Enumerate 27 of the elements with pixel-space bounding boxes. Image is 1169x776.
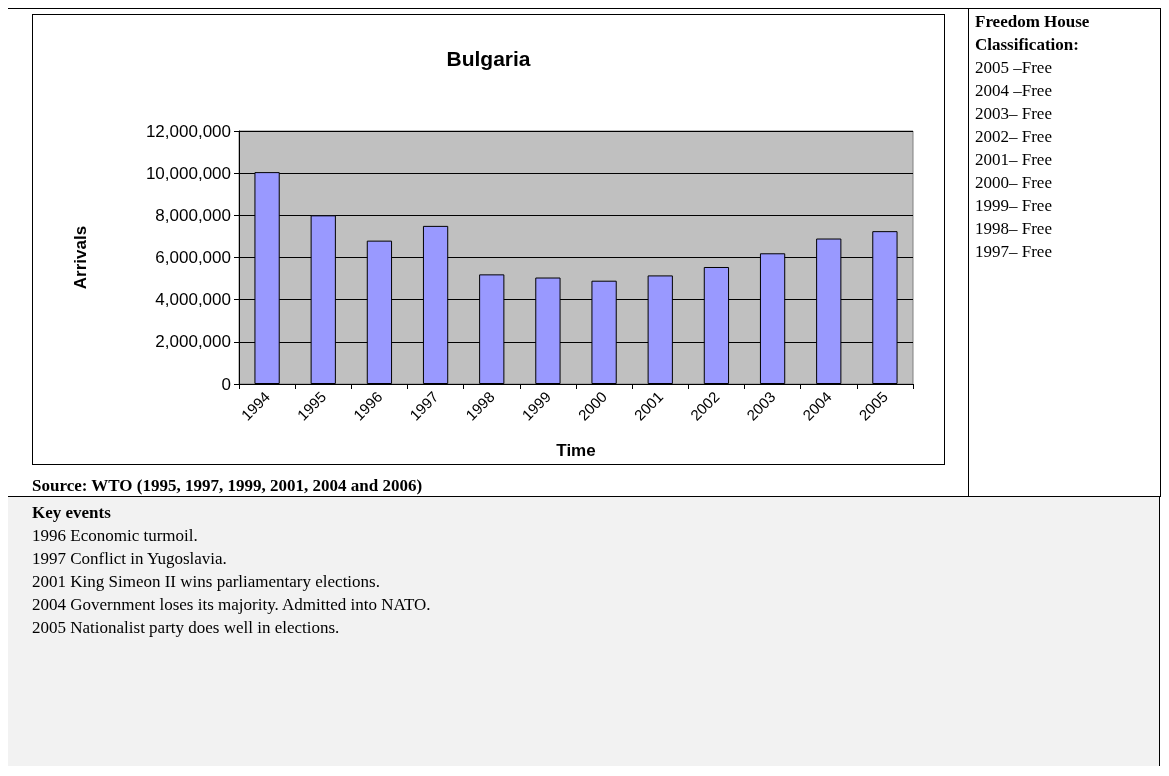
y-tick-label: 0 — [221, 374, 231, 394]
text: 2004 Government loses its majority. Admitted into NATO. — [32, 594, 432, 616]
text: 1996 Economic turmoil. — [32, 525, 199, 547]
text: 2002– Free — [975, 126, 1053, 148]
text: Key events — [32, 502, 112, 524]
text: 2005 Nationalist party does well in elections. — [32, 617, 341, 639]
text: 2003– Free — [975, 103, 1053, 125]
text: 1997– Free — [975, 241, 1053, 263]
chart-title: Bulgaria — [446, 47, 531, 70]
y-tick-label: 8,000,000 — [155, 205, 231, 225]
y-tick-label: 2,000,000 — [155, 332, 231, 352]
y-tick-label: 10,000,000 — [145, 163, 231, 183]
text: Freedom House Classification: — [975, 11, 1091, 56]
text: 2001 King Simeon II wins parliamentary elections. — [32, 571, 381, 593]
text: 1999– Free — [975, 195, 1053, 217]
x-axis-title: Time — [556, 441, 596, 460]
text: 2005 –Free — [975, 57, 1053, 79]
text: 1998– Free — [975, 218, 1053, 240]
text: 2000– Free — [975, 172, 1053, 194]
y-axis-title: Arrivals — [71, 225, 90, 290]
source-note: Source: WTO (1995, 1997, 1999, 2001, 2004 and 2006) — [32, 476, 423, 496]
y-tick-label: 12,000,000 — [145, 121, 231, 141]
text: 2001– Free — [975, 149, 1053, 171]
text: 2004 –Free — [975, 80, 1053, 102]
text: 1997 Conflict in Yugoslavia. — [32, 548, 228, 570]
y-tick-label: 6,000,000 — [155, 248, 231, 267]
y-tick-label: 4,000,000 — [155, 290, 231, 310]
